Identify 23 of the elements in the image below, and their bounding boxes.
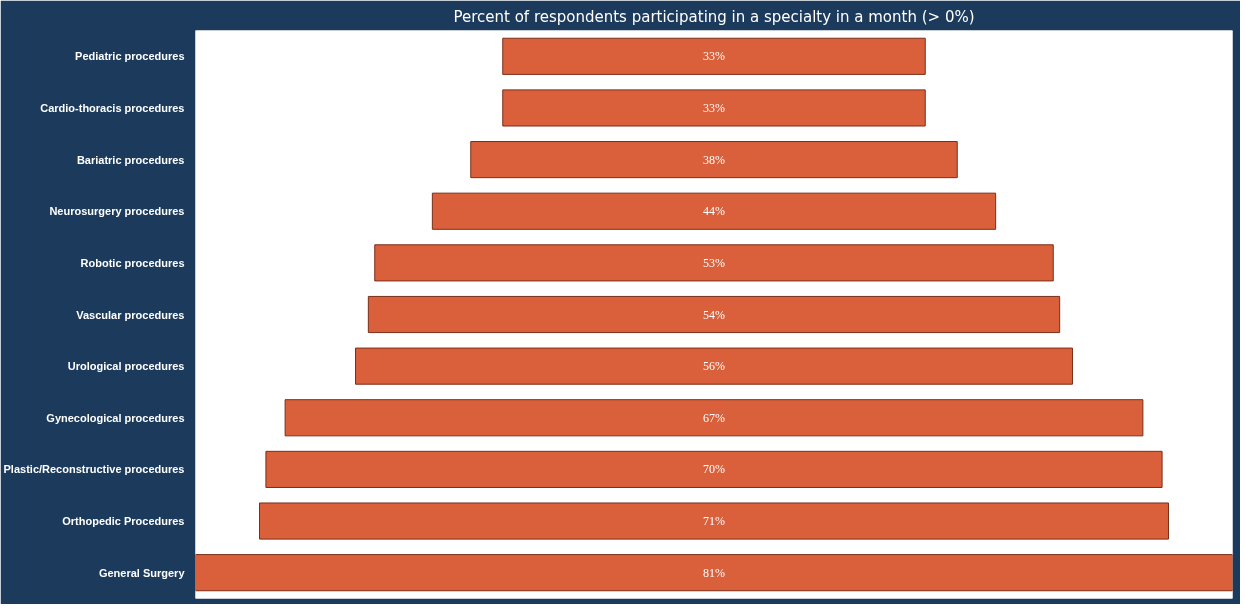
category-label: Robotic procedures (80, 256, 185, 269)
category-label: Plastic/Reconstructive procedures (3, 463, 185, 476)
category-label: Orthopedic Procedures (62, 515, 185, 528)
data-label: 71% (703, 514, 725, 529)
text: Percent of respondents participating in a specialty in a month (> 0%) (453, 7, 975, 26)
category-label: Cardio-thoracis procedures (40, 101, 185, 114)
category-label: Vascular procedures (76, 308, 185, 321)
data-label: 67% (703, 410, 725, 425)
data-label: 81% (703, 565, 725, 580)
data-label: 33% (703, 100, 725, 115)
data-label: 44% (703, 204, 725, 219)
data-label: 54% (703, 307, 725, 322)
data-label: 53% (703, 255, 725, 270)
data-label: 56% (703, 359, 725, 374)
category-label: Bariatric procedures (76, 153, 185, 166)
data-label: 38% (703, 152, 725, 167)
data-label: 33% (703, 49, 725, 64)
category-label: General Surgery (98, 566, 186, 579)
data-label: 70% (703, 462, 725, 477)
category-label: Gynecological procedures (46, 411, 185, 424)
category-label: Neurosurgery procedures (49, 205, 185, 218)
category-label: Urological procedures (67, 360, 185, 373)
category-label: Pediatric procedures (75, 50, 185, 63)
